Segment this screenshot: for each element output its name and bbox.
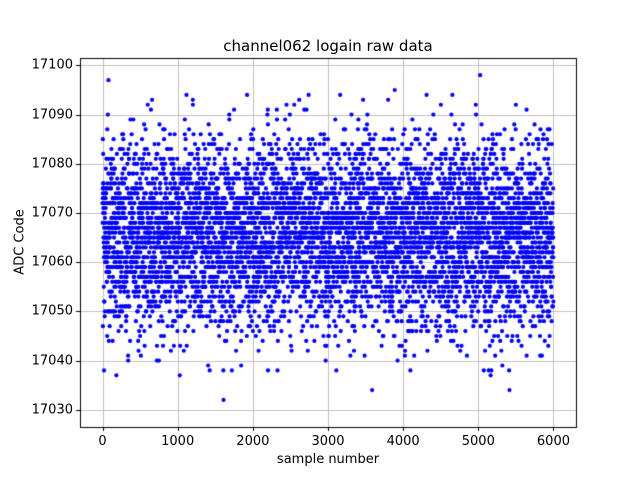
y-tick-label: 17090 [31,107,73,123]
x-tick-label: 4000 [386,434,420,449]
y-tick-label: 17050 [31,303,73,319]
x-tick-label: 1000 [161,434,195,449]
x-tick-label: 3000 [311,434,345,449]
x-axis-label: sample number [276,452,380,467]
y-tick-label: 17080 [31,156,73,172]
x-tick-label: 6000 [536,434,570,449]
y-tick-label: 17070 [31,205,73,221]
y-tick-label: 17100 [31,57,73,73]
x-tick-label: 5000 [461,434,495,449]
chart-title: channel062 logain raw data [223,37,433,55]
x-tick-label: 0 [98,434,107,449]
y-tick-label: 17060 [31,254,73,270]
y-tick-label: 17040 [31,353,73,369]
y-tick-label: 17030 [31,402,73,418]
x-tick-label: 2000 [236,434,270,449]
y-axis-label: ADC Code [12,209,28,275]
